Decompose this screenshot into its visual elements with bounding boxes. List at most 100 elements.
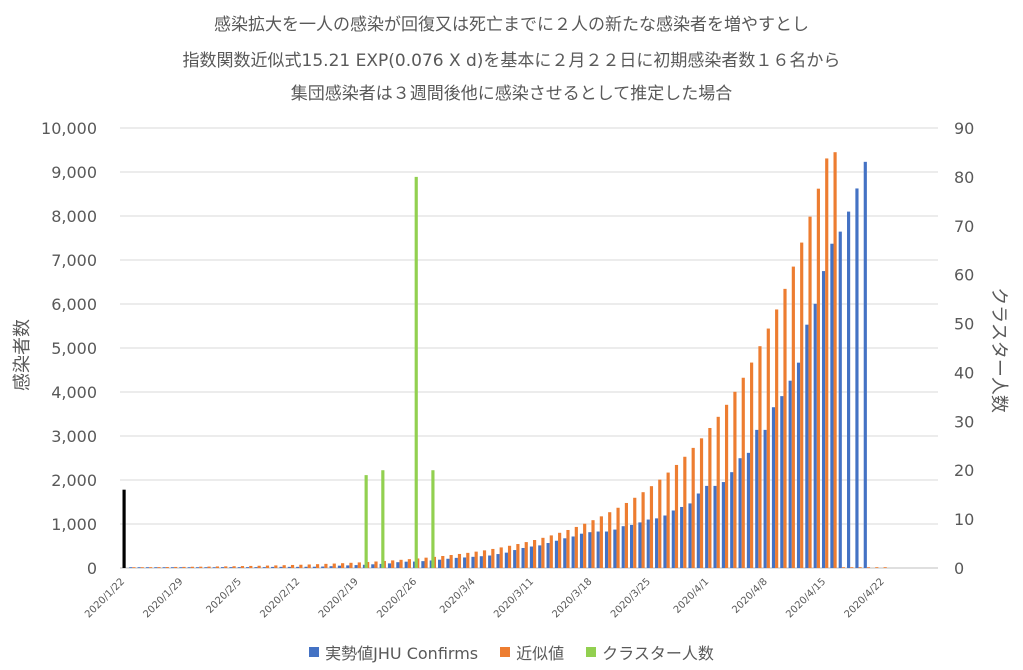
approx-bar xyxy=(449,555,453,568)
actual-bar xyxy=(379,563,383,568)
legend-swatch-actual xyxy=(309,647,320,657)
actual-bar xyxy=(680,506,684,568)
y-tick-label: 5,000 xyxy=(51,339,97,358)
legend-label-approx: 近似値 xyxy=(516,644,565,663)
cluster-bar xyxy=(364,475,368,568)
approx-bar xyxy=(658,479,662,568)
approx-bar xyxy=(474,551,478,568)
actual-bar xyxy=(496,554,500,568)
actual-bar xyxy=(730,472,734,568)
actual-bar xyxy=(796,362,801,568)
x-tick-label: 2020/2/26 xyxy=(375,576,419,620)
actual-bar xyxy=(513,550,517,568)
actual-bar xyxy=(579,533,584,568)
actual-bar xyxy=(655,518,659,568)
approx-bar xyxy=(199,566,203,568)
y-tick-label: 10,000 xyxy=(41,119,97,138)
approx-bar xyxy=(307,564,311,568)
approx-bar xyxy=(232,566,236,568)
actual-bar xyxy=(780,396,784,568)
actual-bar xyxy=(279,566,283,568)
y2-tick-label: 80 xyxy=(954,168,974,187)
approx-bar xyxy=(808,216,812,568)
approx-bar xyxy=(224,566,228,568)
actual-bar xyxy=(746,452,751,568)
actual-bar xyxy=(588,532,592,568)
actual-bar xyxy=(688,503,692,568)
actual-bar xyxy=(287,566,291,568)
cluster-bar xyxy=(414,176,418,568)
approx-bar xyxy=(215,566,219,568)
actual-bar xyxy=(771,407,776,568)
approx-bar xyxy=(708,427,712,568)
x-tick-label: 2020/3/11 xyxy=(492,576,536,620)
actual-bar xyxy=(813,303,817,568)
approx-bar xyxy=(608,512,612,568)
approx-bar xyxy=(499,547,503,568)
actual-bar xyxy=(412,561,417,568)
actual-bar xyxy=(387,563,392,568)
approx-bar xyxy=(850,567,854,568)
actual-bar xyxy=(354,565,358,568)
approx-bar xyxy=(750,362,754,568)
y2-tick-label: 40 xyxy=(954,363,974,382)
actual-bar xyxy=(145,567,150,568)
actual-bar xyxy=(154,567,158,568)
approx-bar xyxy=(791,266,795,568)
approx-bar xyxy=(541,537,545,568)
approx-bar xyxy=(524,542,528,568)
approx-bar xyxy=(482,550,487,568)
actual-bar xyxy=(546,543,550,568)
x-tick-label: 2020/4/8 xyxy=(730,576,770,616)
approx-bar xyxy=(800,242,804,569)
actual-bar xyxy=(421,561,425,568)
actual-bar xyxy=(596,531,600,568)
approx-bar xyxy=(599,516,603,568)
legend-label-actual: 実勢値JHU Confirms xyxy=(325,644,479,663)
approx-bar xyxy=(633,497,637,568)
actual-bar xyxy=(329,566,333,568)
approx-bar xyxy=(466,552,470,568)
approx-bar xyxy=(332,563,336,568)
legend-item-actual: 実勢値JHU Confirms xyxy=(309,640,478,664)
actual-bar xyxy=(271,566,275,568)
y-tick-label: 7,000 xyxy=(51,251,97,270)
y-tick-label: 1,000 xyxy=(51,515,97,534)
approx-bar xyxy=(299,564,303,568)
actual-bar xyxy=(246,567,250,568)
actual-bar xyxy=(529,546,534,568)
actual-bar xyxy=(296,566,300,568)
approx-bar xyxy=(591,520,595,568)
actual-bar xyxy=(129,567,133,568)
actual-bar xyxy=(471,556,475,568)
approx-bar xyxy=(775,309,779,568)
y2-tick-label: 60 xyxy=(954,266,974,285)
actual-bar xyxy=(788,380,792,568)
approx-bar xyxy=(825,158,829,568)
y-tick-label: 8,000 xyxy=(51,207,97,226)
approx-bar xyxy=(391,560,395,568)
actual-bar xyxy=(404,561,408,568)
approx-bar xyxy=(841,567,846,568)
approx-bar xyxy=(516,544,520,568)
actual-bar xyxy=(855,188,859,568)
approx-bar xyxy=(349,562,353,568)
approx-bar xyxy=(583,523,587,568)
approx-bar xyxy=(649,486,654,568)
approx-bar xyxy=(441,555,445,568)
initial-bar xyxy=(122,489,126,568)
y-tick-label: 9,000 xyxy=(51,163,97,182)
y2-tick-label: 90 xyxy=(954,119,974,138)
approx-bar xyxy=(157,567,161,568)
actual-bar xyxy=(137,567,141,568)
approx-bar xyxy=(666,472,670,568)
approx-bar xyxy=(758,346,762,568)
actual-bar xyxy=(337,565,342,568)
x-tick-label: 2020/4/1 xyxy=(672,576,712,616)
actual-bar xyxy=(254,567,258,568)
approx-bar xyxy=(716,416,720,568)
actual-bar xyxy=(321,566,325,568)
actual-bar xyxy=(179,567,183,568)
actual-bar xyxy=(805,324,809,568)
actual-bar xyxy=(446,558,450,568)
